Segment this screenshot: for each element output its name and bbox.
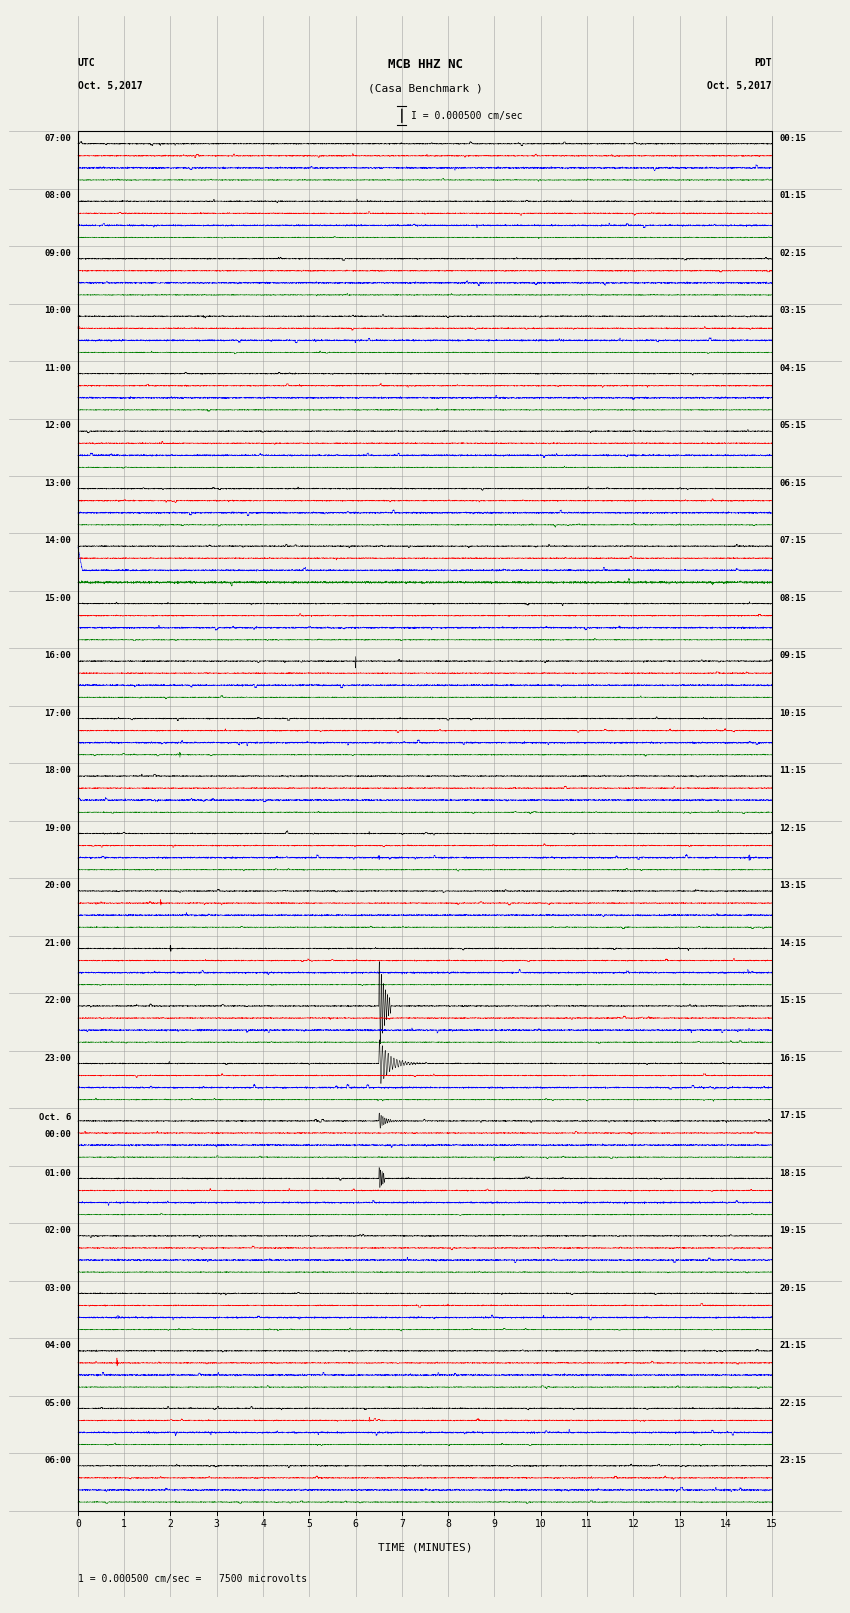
Text: 13: 13 [674,1519,685,1529]
Text: 09:00: 09:00 [44,248,71,258]
Text: 02:15: 02:15 [779,248,806,258]
Text: 14:15: 14:15 [779,939,806,948]
Text: 10:15: 10:15 [779,708,806,718]
Text: 05:00: 05:00 [44,1398,71,1408]
Text: Oct. 6: Oct. 6 [39,1113,71,1123]
Text: 17:00: 17:00 [44,708,71,718]
Text: 1: 1 [122,1519,127,1529]
Text: 03:15: 03:15 [779,306,806,316]
Text: 04:15: 04:15 [779,365,806,373]
Text: 07:00: 07:00 [44,134,71,144]
Text: 8: 8 [445,1519,451,1529]
Text: 17:15: 17:15 [779,1111,806,1119]
Text: 9: 9 [491,1519,497,1529]
Text: 5: 5 [306,1519,312,1529]
Text: 00:15: 00:15 [779,134,806,144]
Text: UTC: UTC [78,58,95,68]
Text: 1 = 0.000500 cm/sec =   7500 microvolts: 1 = 0.000500 cm/sec = 7500 microvolts [78,1574,307,1584]
Text: 10: 10 [535,1519,547,1529]
Text: 3: 3 [214,1519,219,1529]
Text: 04:00: 04:00 [44,1340,71,1350]
Text: PDT: PDT [755,58,772,68]
Text: 10:00: 10:00 [44,306,71,316]
Text: 23:15: 23:15 [779,1457,806,1465]
Text: 6: 6 [353,1519,359,1529]
Text: 05:15: 05:15 [779,421,806,431]
Text: 22:15: 22:15 [779,1398,806,1408]
Text: 11:15: 11:15 [779,766,806,776]
Text: 18:15: 18:15 [779,1169,806,1177]
Text: 07:15: 07:15 [779,537,806,545]
Text: 12:15: 12:15 [779,824,806,832]
Text: 01:15: 01:15 [779,192,806,200]
Text: MCB HHZ NC: MCB HHZ NC [388,58,462,71]
Text: 2: 2 [167,1519,173,1529]
Text: 14: 14 [720,1519,732,1529]
Text: 06:15: 06:15 [779,479,806,487]
Text: 08:15: 08:15 [779,594,806,603]
Text: 16:15: 16:15 [779,1053,806,1063]
Text: 11:00: 11:00 [44,365,71,373]
Text: 19:00: 19:00 [44,824,71,832]
Text: 18:00: 18:00 [44,766,71,776]
Text: 15:15: 15:15 [779,997,806,1005]
Text: 21:15: 21:15 [779,1340,806,1350]
Text: 21:00: 21:00 [44,939,71,948]
Text: 13:15: 13:15 [779,881,806,890]
Text: 0: 0 [75,1519,81,1529]
Text: 01:00: 01:00 [44,1169,71,1177]
Text: 4: 4 [260,1519,266,1529]
Text: 22:00: 22:00 [44,997,71,1005]
Text: 14:00: 14:00 [44,537,71,545]
Text: 02:00: 02:00 [44,1226,71,1236]
Text: 15: 15 [766,1519,778,1529]
Text: 00:00: 00:00 [44,1131,71,1139]
Text: (Casa Benchmark ): (Casa Benchmark ) [367,84,483,94]
Text: 16:00: 16:00 [44,652,71,660]
Text: 03:00: 03:00 [44,1284,71,1292]
Text: 19:15: 19:15 [779,1226,806,1236]
Text: TIME (MINUTES): TIME (MINUTES) [377,1542,473,1552]
Text: 15:00: 15:00 [44,594,71,603]
Text: 06:00: 06:00 [44,1457,71,1465]
Text: 13:00: 13:00 [44,479,71,487]
Text: 09:15: 09:15 [779,652,806,660]
Text: Oct. 5,2017: Oct. 5,2017 [78,81,143,90]
Text: 11: 11 [581,1519,592,1529]
Text: 08:00: 08:00 [44,192,71,200]
Text: Oct. 5,2017: Oct. 5,2017 [707,81,772,90]
Text: 7: 7 [399,1519,405,1529]
Text: 20:15: 20:15 [779,1284,806,1292]
Text: 20:00: 20:00 [44,881,71,890]
Text: I = 0.000500 cm/sec: I = 0.000500 cm/sec [411,111,523,121]
Text: 12: 12 [627,1519,639,1529]
Text: 23:00: 23:00 [44,1053,71,1063]
Text: 12:00: 12:00 [44,421,71,431]
